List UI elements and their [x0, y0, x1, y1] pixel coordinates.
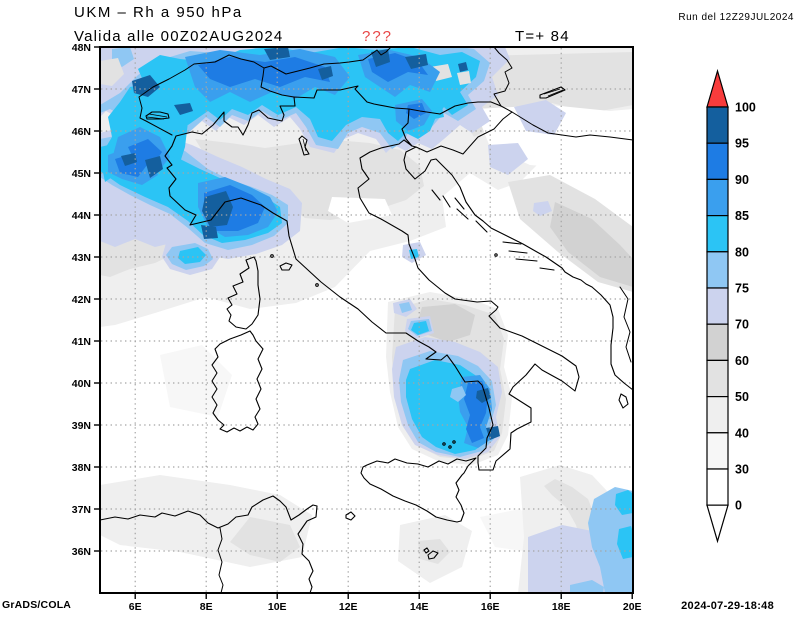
colorbar-segment [706, 396, 729, 434]
colorbar: 100 95 90 85 80 75 70 60 50 40 30 0 [706, 68, 756, 544]
lakes [145, 86, 566, 156]
malta-coastline [423, 547, 439, 560]
colorbar-label: 85 [735, 209, 749, 223]
colorbar-segment [706, 178, 729, 217]
map-frame [99, 46, 634, 594]
lat-tick-label: 38N [72, 462, 91, 474]
corfu-coastline [618, 393, 629, 409]
lon-tick-label: 12E [339, 601, 358, 613]
lat-tick-label: 39N [72, 420, 91, 432]
lat-tick-label: 37N [72, 504, 91, 516]
lon-tick-label: 6E [129, 601, 142, 613]
lon-tick-label: 20E [623, 601, 642, 613]
lon-tick-label: 10E [268, 601, 287, 613]
lon-tick-label: 16E [481, 601, 500, 613]
elba-coastline [279, 262, 293, 271]
colorbar-label: 100 [735, 101, 756, 115]
lat-tick-label: 41N [72, 336, 91, 348]
albania-border [619, 286, 632, 363]
timestamp: 2024-07-29-18:48 [681, 600, 774, 612]
hungary-croatia-border [500, 105, 634, 141]
austria-hungary-border [493, 46, 513, 107]
colorbar-label: 30 [735, 463, 749, 477]
colorbar-segment [706, 468, 729, 506]
italy-coastline [164, 85, 580, 471]
lon-tick-label: 14E [410, 601, 429, 613]
corsica-coastline [226, 256, 261, 330]
lat-tick-label: 36N [72, 546, 91, 558]
colorbar-label: 70 [735, 318, 749, 332]
colorbar-label: 40 [735, 426, 749, 440]
austria-slovenia-border [408, 101, 502, 115]
colorbar-segment [706, 214, 729, 253]
run-label: Run del 12Z29JUL2024 [678, 12, 794, 23]
lat-tick-label: 47N [72, 84, 91, 96]
colorbar-label: 50 [735, 390, 749, 404]
colorbar-label: 60 [735, 354, 749, 368]
lat-tick-label: 48N [72, 42, 91, 54]
lat-tick-label: 42N [72, 294, 91, 306]
colorbar-segment [706, 359, 729, 398]
colorbar-label: 90 [735, 173, 749, 187]
lat-tick-label: 46N [72, 126, 91, 138]
status-flag: ??? [362, 28, 394, 45]
lake-balaton [539, 86, 566, 99]
colorbar-segment [706, 323, 729, 361]
colorbar-segment [706, 287, 729, 325]
lon-tick-label: 8E [200, 601, 213, 613]
forecast-step-label: T=+ 84 [515, 28, 570, 45]
lat-tick-label: 45N [72, 168, 91, 180]
coastlines [99, 46, 634, 594]
colorbar-label: 80 [735, 245, 749, 259]
lat-tick-label: 44N [72, 210, 91, 222]
map-plot: 48N 47N 46N 45N 44N 43N 42N 41N 40N 39N 38N 37N 36N 6… [72, 42, 642, 613]
grads-credit: GrADS/COLA [2, 599, 72, 611]
colorbar-label: 0 [735, 499, 742, 513]
switzerland-border [138, 54, 295, 136]
colorbar-label: 75 [735, 282, 749, 296]
colorbar-label: 95 [735, 137, 749, 151]
chart-title: UKM – Rh a 950 hPa [74, 4, 243, 21]
colorbar-segment [706, 251, 729, 289]
austria-germany-border [263, 46, 392, 75]
algeria-tunisia-border [217, 527, 224, 594]
slovenia-croatia-border [415, 111, 513, 155]
lat-tick-label: 40N [72, 378, 91, 390]
colorbar-segment [706, 106, 729, 144]
croatian-islands [431, 189, 555, 271]
valid-time-label: Valida alle 00Z02AUG2024 [74, 28, 284, 45]
colorbar-over-arrow [706, 68, 729, 108]
colorbar-segment [706, 142, 729, 181]
lake-geneva [145, 111, 170, 120]
lake-garda [298, 135, 310, 156]
sicily-coastline [360, 457, 477, 523]
pantelleria-coastline [345, 511, 356, 521]
lat-tick-label: 43N [72, 252, 91, 264]
colorbar-segment [706, 432, 729, 470]
sardinia-coastline [211, 330, 264, 433]
valid-line: Valida alle 00Z02AUG2024 ??? T=+ 84 [0, 28, 800, 46]
small-islands [270, 253, 498, 449]
africa-coastline [99, 495, 318, 594]
lon-tick-label: 18E [552, 601, 571, 613]
istria-dalmatia-coastline [403, 145, 634, 391]
colorbar-under-arrow [706, 504, 729, 544]
